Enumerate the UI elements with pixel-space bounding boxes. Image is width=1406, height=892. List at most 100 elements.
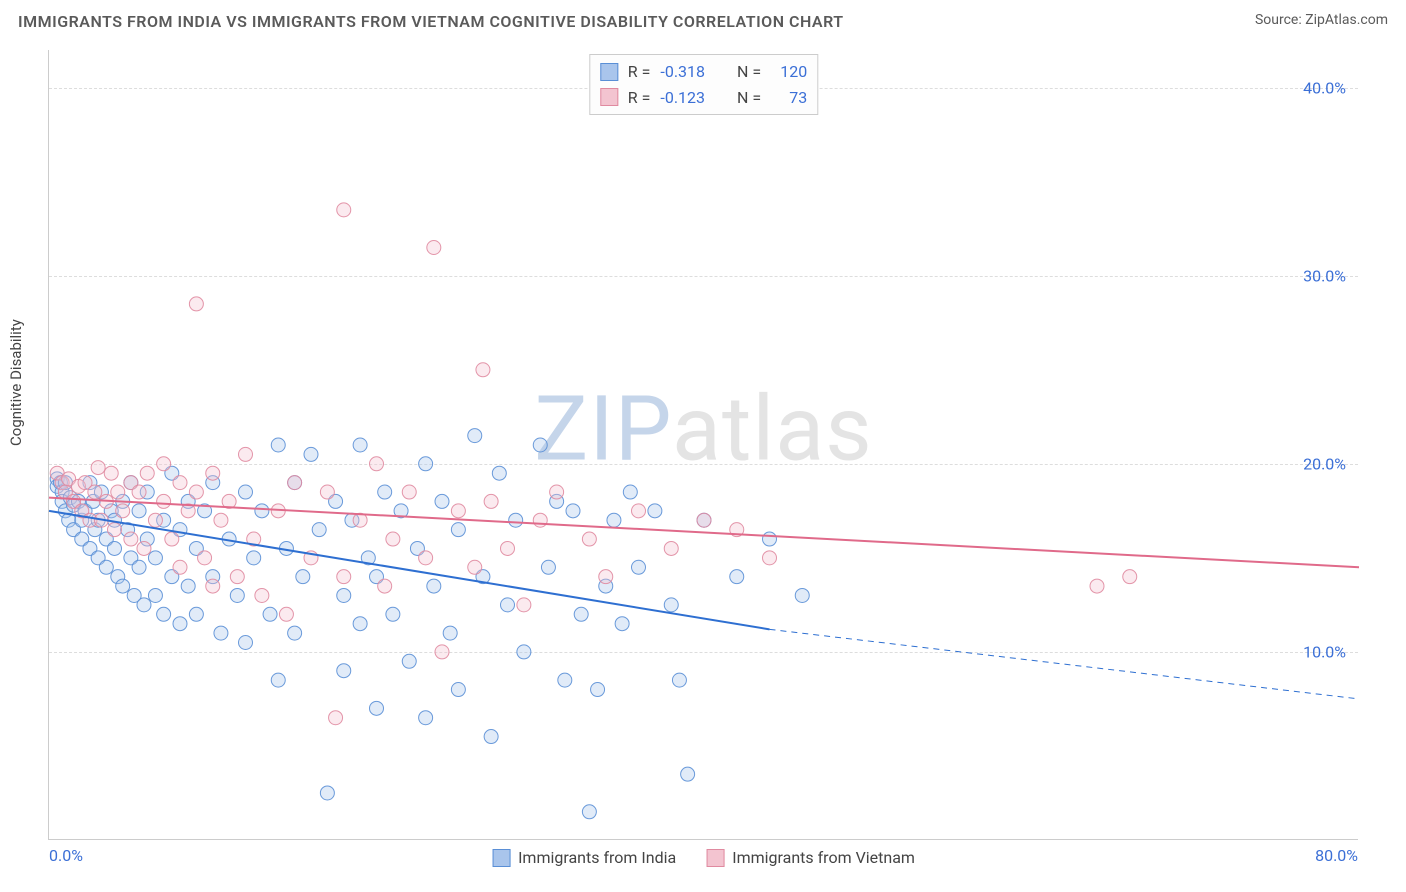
data-point xyxy=(279,607,293,621)
data-point xyxy=(468,429,482,443)
data-point xyxy=(1123,570,1137,584)
legend-r-label: R = xyxy=(628,85,651,111)
data-point xyxy=(632,504,646,518)
data-point xyxy=(574,607,588,621)
y-tick: 40.0% xyxy=(1303,78,1346,97)
data-point xyxy=(189,485,203,499)
data-point xyxy=(181,579,195,593)
regression-line-extrapolated xyxy=(770,629,1360,699)
data-point xyxy=(239,636,253,650)
data-point xyxy=(214,513,228,527)
data-point xyxy=(312,523,326,537)
data-point xyxy=(173,617,187,631)
data-point xyxy=(386,532,400,546)
chart-svg xyxy=(49,50,1358,839)
data-point xyxy=(795,588,809,602)
data-point xyxy=(615,617,629,631)
data-point xyxy=(730,570,744,584)
data-point xyxy=(140,466,154,480)
data-point xyxy=(435,494,449,508)
data-point xyxy=(697,513,711,527)
data-point xyxy=(623,485,637,499)
data-point xyxy=(148,551,162,565)
data-point xyxy=(681,767,695,781)
legend-swatch xyxy=(600,63,618,81)
data-point xyxy=(116,579,130,593)
data-point xyxy=(148,588,162,602)
data-point xyxy=(263,607,277,621)
legend-top-row: R =-0.318N =120 xyxy=(600,59,807,85)
legend-top-row: R =-0.123N =73 xyxy=(600,85,807,111)
data-point xyxy=(664,598,678,612)
data-point xyxy=(370,457,384,471)
data-point xyxy=(419,711,433,725)
data-point xyxy=(116,504,130,518)
data-point xyxy=(271,438,285,452)
data-point xyxy=(378,485,392,499)
data-point xyxy=(104,466,118,480)
data-point xyxy=(533,438,547,452)
data-point xyxy=(206,466,220,480)
legend-n-label: N = xyxy=(737,85,761,111)
data-point xyxy=(255,588,269,602)
data-point xyxy=(108,523,122,537)
data-point xyxy=(206,579,220,593)
data-point xyxy=(591,683,605,697)
legend-r-value: -0.123 xyxy=(660,85,705,111)
regression-line xyxy=(49,498,1359,568)
data-point xyxy=(230,570,244,584)
data-point xyxy=(111,485,125,499)
legend-swatch xyxy=(492,849,510,867)
data-point xyxy=(132,504,146,518)
data-point xyxy=(157,607,171,621)
data-point xyxy=(558,673,572,687)
data-point xyxy=(132,560,146,574)
source-attribution: Source: ZipAtlas.com xyxy=(1255,12,1388,28)
data-point xyxy=(337,664,351,678)
data-point xyxy=(607,513,621,527)
y-tick: 20.0% xyxy=(1303,454,1346,473)
data-point xyxy=(288,476,302,490)
chart-title: IMMIGRANTS FROM INDIA VS IMMIGRANTS FROM… xyxy=(18,12,844,31)
legend-n-value: 120 xyxy=(771,59,807,85)
x-tick-min: 0.0% xyxy=(49,846,83,865)
data-point xyxy=(763,532,777,546)
data-point xyxy=(517,645,531,659)
data-point xyxy=(566,504,580,518)
data-point xyxy=(320,786,334,800)
data-point xyxy=(148,513,162,527)
data-point xyxy=(632,560,646,574)
legend-series-label: Immigrants from Vietnam xyxy=(732,848,915,867)
data-point xyxy=(337,203,351,217)
data-point xyxy=(108,541,122,555)
data-point xyxy=(501,598,515,612)
data-point xyxy=(451,683,465,697)
data-point xyxy=(157,494,171,508)
legend-series-item: Immigrants from India xyxy=(492,848,676,867)
data-point xyxy=(501,541,515,555)
data-point xyxy=(239,447,253,461)
data-point xyxy=(484,730,498,744)
data-point xyxy=(157,457,171,471)
data-point xyxy=(378,579,392,593)
data-point xyxy=(320,485,334,499)
legend-swatch xyxy=(600,88,618,106)
data-point xyxy=(239,485,253,499)
data-point xyxy=(198,551,212,565)
data-point xyxy=(582,805,596,819)
data-point xyxy=(517,598,531,612)
data-point xyxy=(533,513,547,527)
data-point xyxy=(550,485,564,499)
data-point xyxy=(247,551,261,565)
data-point xyxy=(255,504,269,518)
y-tick: 30.0% xyxy=(1303,266,1346,285)
data-point xyxy=(492,466,506,480)
data-point xyxy=(435,645,449,659)
data-point xyxy=(304,447,318,461)
data-point xyxy=(173,560,187,574)
data-point xyxy=(443,626,457,640)
data-point xyxy=(451,504,465,518)
data-point xyxy=(672,673,686,687)
data-point xyxy=(99,560,113,574)
data-point xyxy=(230,588,244,602)
